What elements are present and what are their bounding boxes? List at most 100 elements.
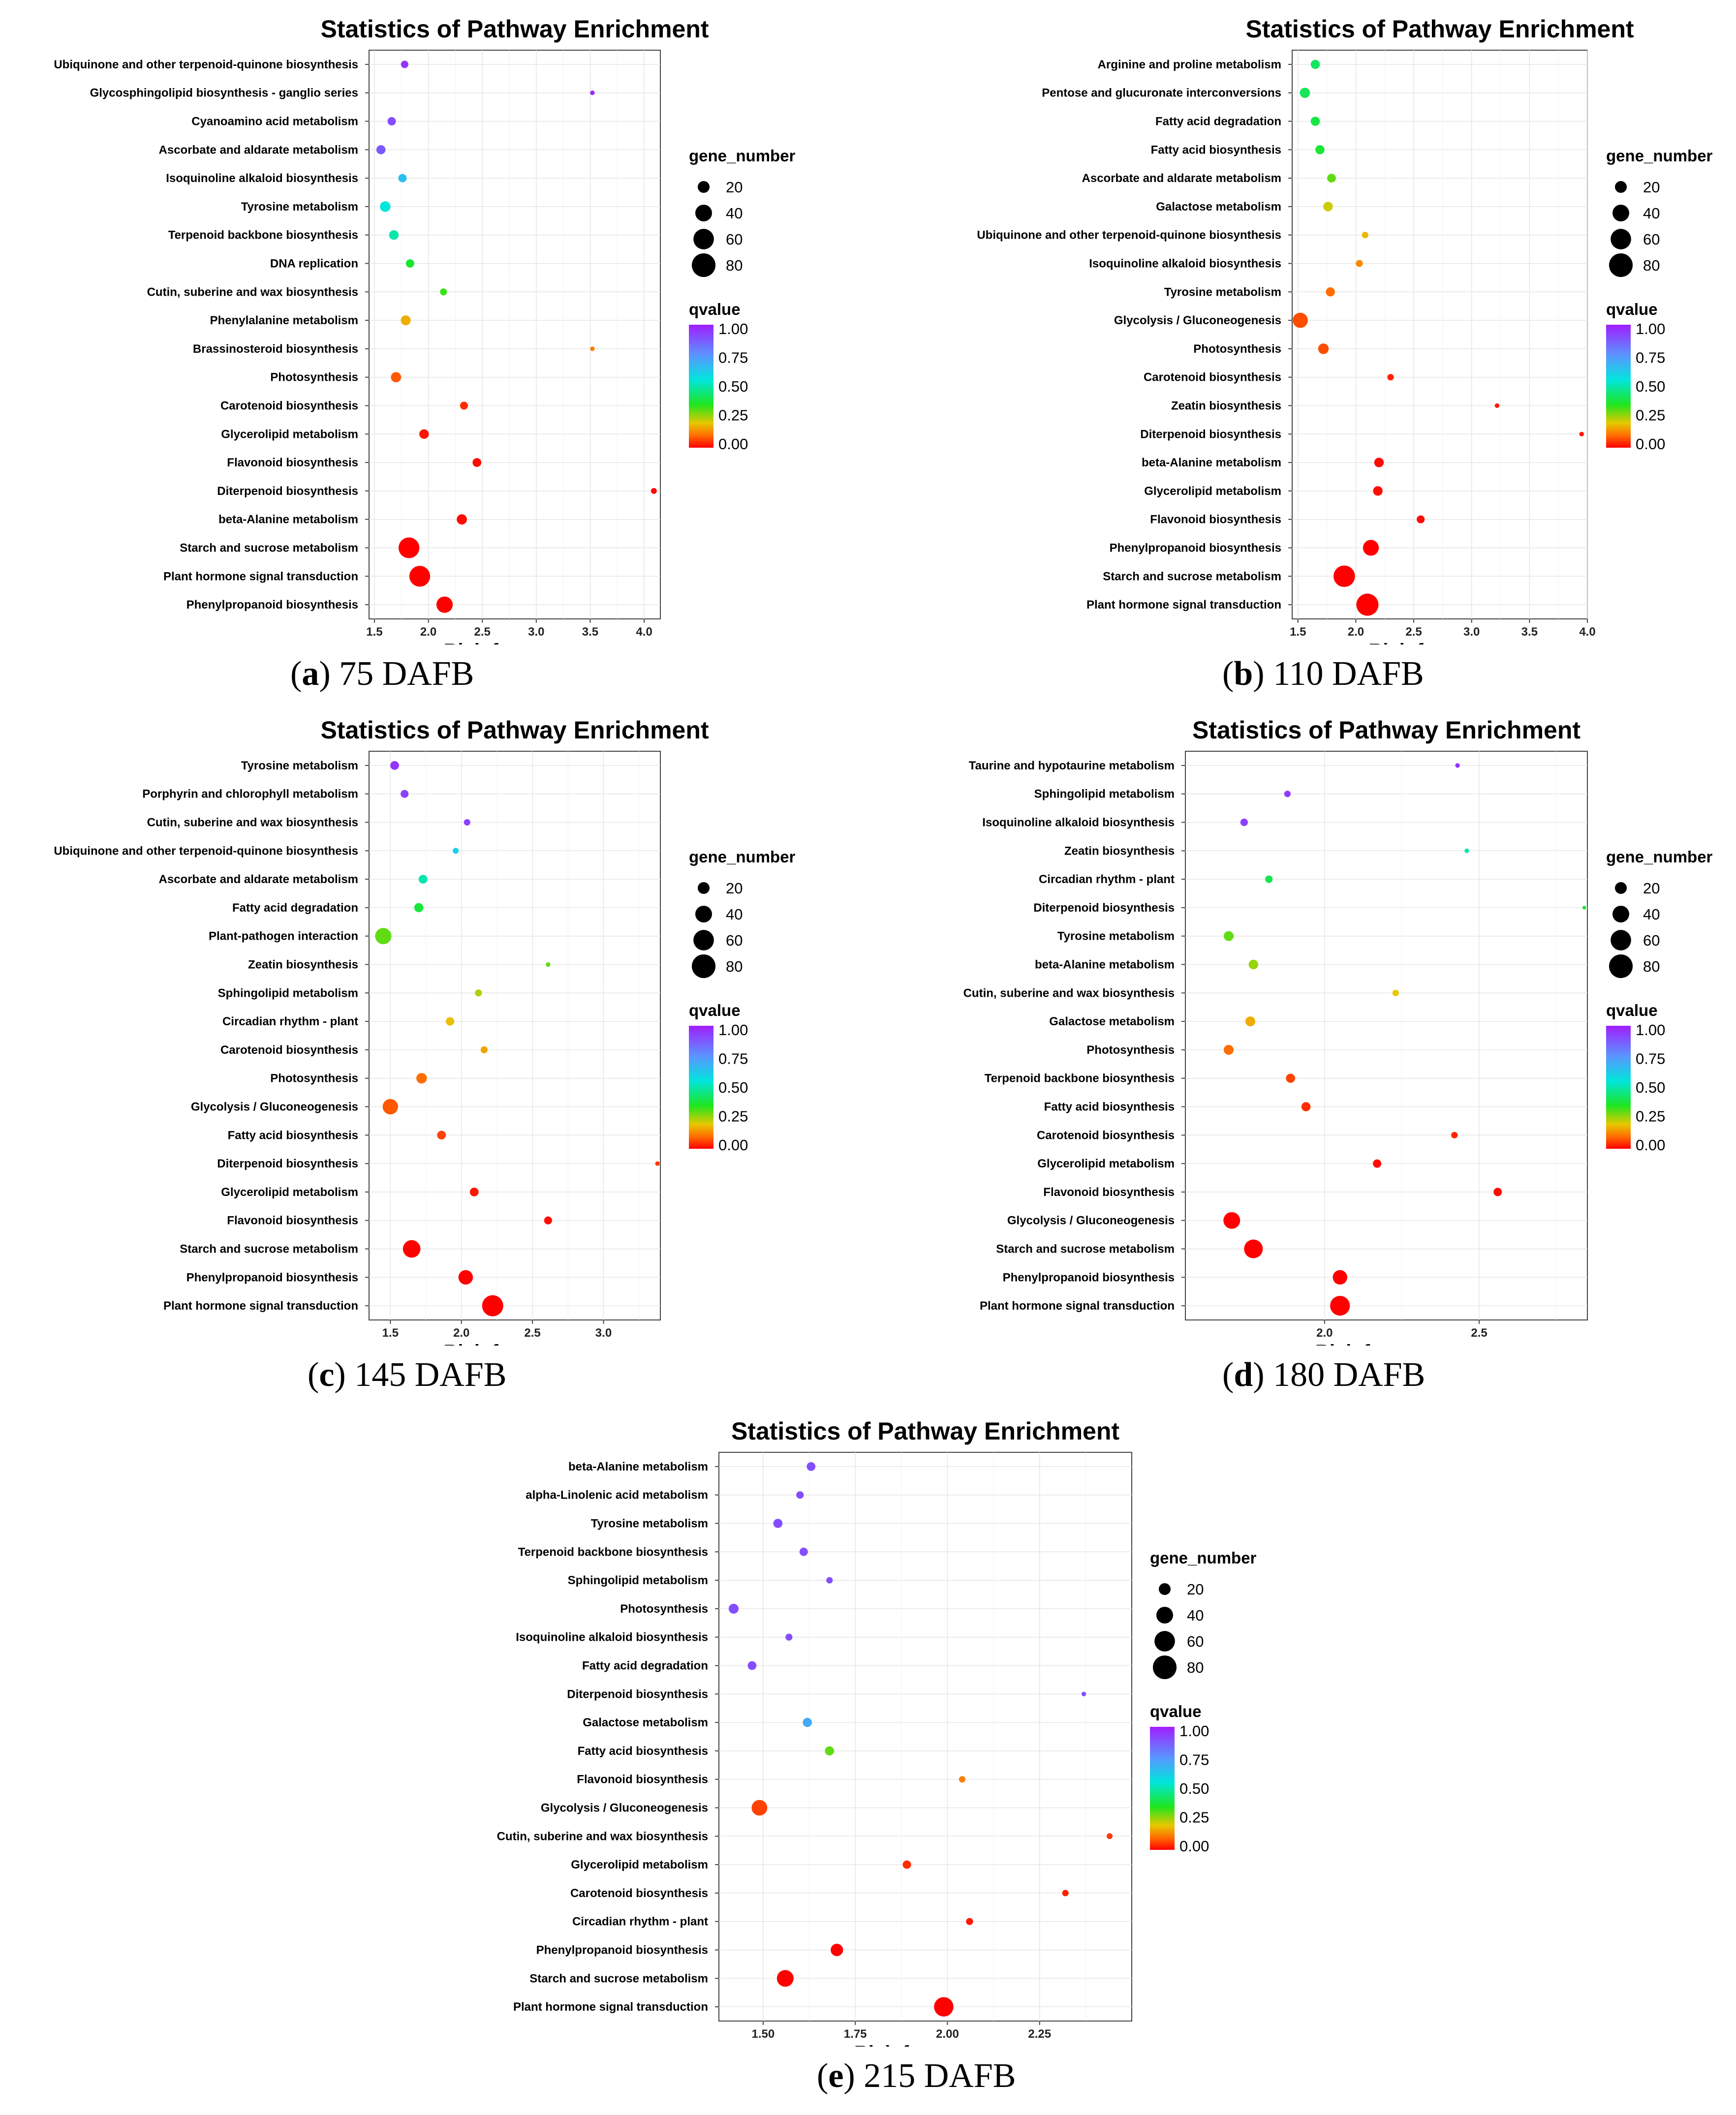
y-category-label: Terpenoid backbone biosynthesis (985, 1072, 1175, 1085)
y-category-label: Ascorbate and aldarate metabolism (1082, 172, 1281, 185)
data-point (1286, 1073, 1295, 1083)
size-legend-dot (695, 906, 712, 922)
data-point (1107, 1833, 1113, 1839)
data-point (803, 1717, 812, 1727)
data-point (831, 1943, 843, 1957)
data-point (785, 1633, 793, 1641)
chart-title: Statistics of Pathway Enrichment (320, 15, 709, 43)
color-legend-tick-label: 0.50 (1636, 378, 1665, 395)
size-legend-value: 60 (726, 932, 743, 949)
x-tick-label: 1.5 (382, 1326, 399, 1340)
y-category-label: Photosynthesis (1086, 1043, 1175, 1057)
color-legend-tick-label: 0.25 (718, 407, 748, 424)
size-legend-value: 40 (1643, 205, 1660, 222)
size-legend-value: 40 (1187, 1607, 1204, 1624)
y-category-label: Diterpenoid biosynthesis (217, 485, 358, 498)
x-tick-label: 1.50 (752, 2027, 775, 2041)
data-point (1327, 174, 1336, 183)
color-legend-title: qvalue (689, 300, 741, 318)
color-legend-tick-label: 0.25 (1636, 407, 1665, 424)
data-point (440, 288, 447, 296)
panel-caption: (d) 180 DAFB (1222, 1355, 1425, 1395)
x-axis-label: Rich factor (1315, 1341, 1418, 1346)
y-category-label: Cutin, suberine and wax biosynthesis (497, 1830, 708, 1843)
x-axis-label: Rich factor (1369, 640, 1472, 644)
size-legend-value: 60 (726, 231, 743, 248)
data-point (776, 1970, 794, 1987)
y-category-label: Starch and sucrose metabolism (529, 1972, 708, 1985)
data-point (446, 1017, 455, 1026)
y-category-label: Glycolysis / Gluconeogenesis (1007, 1214, 1175, 1227)
data-point (453, 848, 459, 854)
color-legend-tick-label: 1.00 (1179, 1722, 1209, 1740)
data-point (1310, 60, 1320, 69)
data-point (1363, 540, 1379, 556)
data-point (1373, 486, 1383, 496)
color-legend-tick-label: 0.00 (718, 1136, 748, 1154)
y-category-label: Fatty acid degradation (1155, 115, 1281, 128)
y-category-label: Glycolysis / Gluconeogenesis (1114, 314, 1281, 327)
x-tick-label: 2.0 (453, 1326, 469, 1340)
y-category-label: Plant hormone signal transduction (980, 1299, 1175, 1313)
y-category-label: Plant hormone signal transduction (1086, 598, 1281, 612)
caption-paren-open: ( (290, 655, 302, 693)
data-point (1356, 593, 1379, 616)
x-axis-label: Rich factor (854, 2042, 957, 2047)
size-legend-value: 80 (726, 257, 743, 274)
data-point (546, 962, 551, 967)
size-legend-dot (697, 181, 710, 193)
size-legend-dot (1609, 253, 1633, 277)
data-point (796, 1491, 804, 1499)
data-point (747, 1661, 757, 1670)
y-category-label: Tyrosine metabolism (1164, 285, 1281, 299)
y-category-label: Plant hormone signal transduction (163, 570, 358, 583)
size-legend-dot (1612, 205, 1629, 221)
chart-svg-a: Statistics of Pathway Enrichment 1.5 2.0 2.… (54, 15, 795, 662)
data-point (401, 790, 409, 798)
y-category-label: Photosynthesis (270, 371, 358, 384)
y-category-label: Phenylpropanoid biosynthesis (186, 1271, 358, 1284)
y-category-label: Cutin, suberine and wax biosynthesis (147, 816, 358, 829)
size-legend-value: 80 (1643, 958, 1660, 975)
x-tick-label: 2.5 (524, 1326, 540, 1340)
plot-area (1292, 50, 1588, 619)
data-point (1223, 931, 1234, 941)
data-point (375, 928, 392, 945)
y-category-label: Sphingolipid metabolism (568, 1574, 708, 1587)
caption-paren-close: ) (1253, 1356, 1273, 1394)
x-tick-label: 1.5 (1290, 625, 1306, 639)
size-legend-value: 60 (1187, 1633, 1204, 1650)
size-legend-value: 80 (726, 958, 743, 975)
chart-panel-d: Statistics of Pathway Enrichment 2.0 2.5 Ta… (868, 711, 1736, 1400)
y-category-label: Zeatin biosynthesis (248, 958, 358, 972)
y-category-label: Flavonoid biosynthesis (1150, 513, 1281, 526)
color-legend-tick-label: 0.75 (1636, 1050, 1665, 1068)
y-category-label: Galactose metabolism (1049, 1015, 1175, 1028)
panel-caption: (a) 75 DAFB (290, 654, 474, 694)
plot-area (1185, 751, 1588, 1320)
data-point (934, 1997, 954, 2017)
y-category-label: Carotenoid biosynthesis (1144, 371, 1281, 384)
color-legend-bar (1150, 1727, 1175, 1850)
y-category-label: Phenylpropanoid biosynthesis (1003, 1271, 1175, 1284)
data-point (472, 458, 482, 467)
data-point (1374, 458, 1384, 467)
size-legend-title: gene_number (1150, 1549, 1257, 1567)
color-legend-tick-label: 0.75 (718, 1050, 748, 1068)
data-point (826, 1577, 833, 1584)
y-category-label: Glycolysis / Gluconeogenesis (541, 1802, 708, 1815)
data-point (405, 259, 414, 268)
caption-paren-close: ) (1253, 655, 1273, 693)
y-category-label: Fatty acid degradation (582, 1659, 708, 1673)
data-point (1223, 1044, 1234, 1055)
color-legend-tick-label: 0.50 (1179, 1780, 1209, 1797)
chart-title: Statistics of Pathway Enrichment (731, 1417, 1119, 1445)
color-legend-tick-label: 0.50 (1636, 1079, 1665, 1096)
y-category-label: Plant hormone signal transduction (163, 1299, 358, 1313)
size-legend-dot (693, 229, 714, 249)
chart-panel-b: Statistics of Pathway Enrichment 1.5 2.0 2.… (868, 10, 1736, 699)
x-tick-label: 2.5 (1471, 1326, 1487, 1340)
size-legend-value: 40 (726, 205, 743, 222)
data-point (1387, 374, 1394, 381)
data-point (401, 315, 411, 326)
